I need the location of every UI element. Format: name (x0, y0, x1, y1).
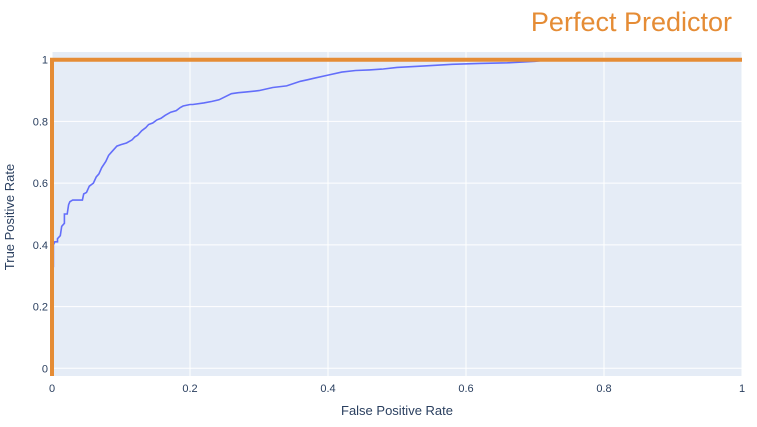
y-tick-label: 0 (42, 363, 48, 375)
chart-title: Perfect Predictor (531, 7, 732, 37)
y-tick-label: 0.8 (33, 116, 48, 128)
x-tick-label: 1 (739, 383, 745, 395)
x-tick-labels: 0 0.2 0.4 0.6 0.8 1 (49, 383, 745, 395)
plot-background (52, 52, 742, 376)
y-tick-label: 0.4 (33, 240, 48, 252)
y-tick-label: 0.6 (33, 178, 48, 190)
y-axis-title: True Positive Rate (2, 164, 17, 270)
x-axis-title: False Positive Rate (341, 403, 453, 418)
x-tick-label: 0.2 (182, 383, 197, 395)
x-tick-label: 0 (49, 383, 55, 395)
perfect-predictor-line (50, 57, 742, 376)
y-tick-label: 0.2 (33, 302, 48, 314)
roc-curve-line (51, 58, 742, 369)
x-tick-label: 0.4 (320, 383, 335, 395)
x-tick-label: 0.6 (458, 383, 473, 395)
x-tick-label: 0.8 (596, 383, 611, 395)
series-layer (50, 57, 742, 376)
y-tick-label: 1 (42, 55, 48, 67)
y-tick-labels: 0 0.2 0.4 0.6 0.8 1 (33, 55, 48, 376)
